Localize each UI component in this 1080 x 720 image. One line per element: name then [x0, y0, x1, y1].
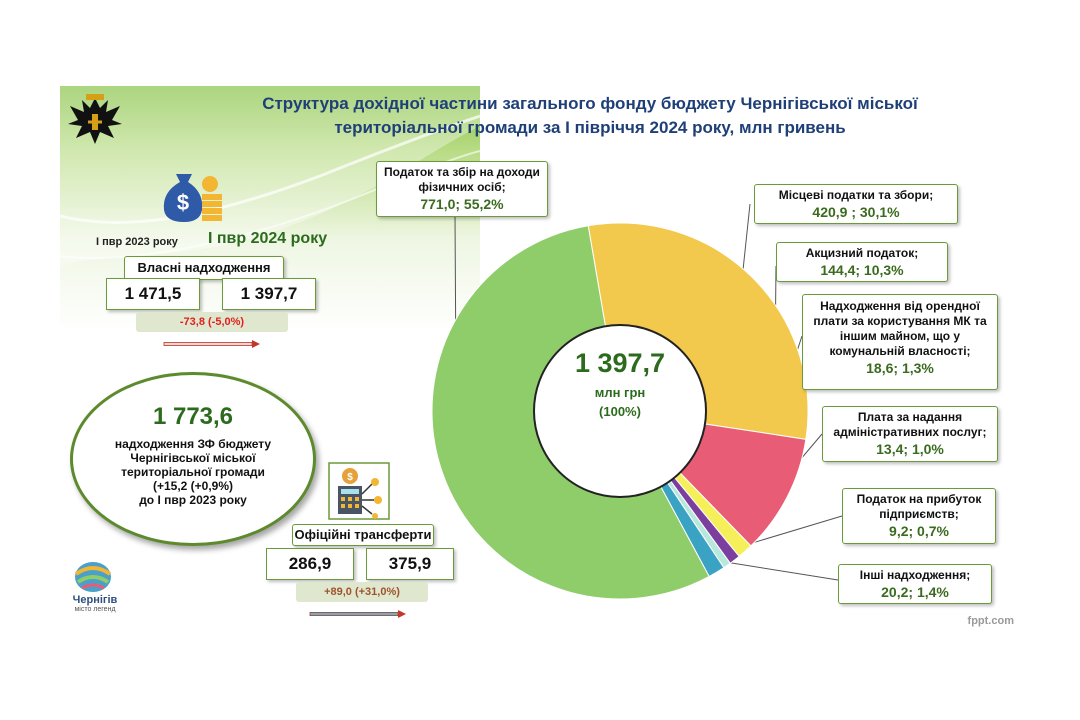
- label-local-taxes-value: 420,9 ; 30,1%: [812, 204, 900, 220]
- center-value: 1 397,7: [574, 348, 666, 378]
- donut-center: 1 397,7 млн грн (100%): [540, 348, 700, 419]
- connector-profit-tax: [718, 515, 843, 554]
- label-pit-value: 771,0; 55,2%: [420, 196, 504, 212]
- total-line-3: територіальної громади: [121, 465, 265, 479]
- transfers-label-text: Офіційні трансферти: [294, 527, 432, 542]
- center-percent: (100%): [599, 404, 641, 419]
- city-logo: Чернігів місто легенд: [62, 560, 128, 626]
- label-admin-fees: Плата за надання адміністративних послуг…: [822, 406, 998, 462]
- transfers-label: Офіційні трансферти: [292, 524, 434, 546]
- total-line-5: до І пвр 2023 року: [139, 493, 247, 507]
- coat-of-arms-icon: [64, 90, 126, 152]
- label-excise-value: 144,4; 10,3%: [820, 262, 904, 278]
- city-logo-icon: [74, 562, 112, 592]
- connector-local-taxes: [740, 203, 751, 288]
- total-line-1: надходження ЗФ бюджету: [114, 437, 272, 451]
- label-other-text: Інші надходження;: [859, 568, 971, 582]
- own-revenue-delta: -73,8 (-5,0%): [136, 312, 288, 332]
- label-rent: Надходження від орендної плати за корист…: [802, 294, 998, 390]
- total-revenue-value: 1 773,6: [152, 403, 234, 430]
- own-revenue-arrow: [163, 340, 260, 348]
- slide: Структура дохідної частини загального фо…: [60, 86, 1020, 631]
- svg-text:$: $: [347, 472, 353, 483]
- period-label-2023: І пвр 2023 року: [96, 236, 178, 248]
- connector-other: [708, 558, 839, 581]
- label-excise: Акцизний податок; 144,4; 10,3%: [776, 242, 948, 282]
- slice-excise: [679, 423, 807, 547]
- own-revenue-label: Власні надходження: [124, 256, 284, 280]
- title-line-2: територіальної громади за І півріччя 202…: [334, 118, 846, 137]
- label-rent-value: 18,6; 1,3%: [866, 360, 934, 376]
- title-line-1: Структура дохідної частини загального фо…: [262, 94, 918, 113]
- city-logo-name: Чернігів: [72, 594, 118, 606]
- label-profit-tax-text: Податок на прибуток підприємств;: [856, 492, 982, 521]
- period-label-2024: І пвр 2024 року: [208, 230, 328, 247]
- total-revenue-ellipse: 1 773,6 надходження ЗФ бюджету Чернігівс…: [70, 372, 316, 546]
- connector-admin-fees: [725, 433, 823, 549]
- label-profit-tax: Податок на прибуток підприємств; 9,2; 0,…: [842, 488, 996, 544]
- own-revenue-label-text: Власні надходження: [137, 260, 271, 275]
- label-other: Інші надходження; 20,2; 1,4%: [838, 564, 992, 604]
- slice-admin-fees: [669, 476, 740, 564]
- chart-title: Структура дохідної частини загального фо…: [210, 92, 970, 140]
- own-revenue-2023: 1 471,5: [106, 278, 200, 310]
- money-bag-icon: $: [158, 164, 228, 226]
- svg-text:$: $: [177, 190, 189, 215]
- label-pit: Податок та збір на доходи фізичних осіб;…: [376, 161, 548, 217]
- connector-rent: [734, 335, 803, 541]
- transfers-arrow: [309, 610, 406, 618]
- slice-rent: [673, 472, 752, 558]
- transfers-2023: 286,9: [266, 548, 354, 580]
- label-admin-fees-value: 13,4; 1,0%: [876, 441, 944, 457]
- own-revenue-2024: 1 397,7: [222, 278, 316, 310]
- label-pit-text: Податок та збір на доходи фізичних осіб;: [384, 165, 540, 194]
- transfers-delta: +89,0 (+31,0%): [296, 582, 428, 602]
- total-line-2: Чернігівської міської: [130, 451, 256, 465]
- own-revenue-2024-value: 1 397,7: [240, 284, 298, 303]
- slice-other: [660, 481, 725, 578]
- label-excise-text: Акцизний податок;: [805, 246, 919, 260]
- total-line-4: (+15,2 (+0,9%): [152, 479, 234, 493]
- label-profit-tax-value: 9,2; 0,7%: [889, 523, 949, 539]
- transfers-2024: 375,9: [366, 548, 454, 580]
- center-unit: млн грн: [594, 385, 646, 400]
- calculator-coins-icon: $: [328, 462, 390, 520]
- connector-excise: [773, 265, 777, 491]
- slice-profit-tax: [666, 479, 731, 569]
- transfers-2023-value: 286,9: [288, 554, 332, 573]
- label-local-taxes: Місцеві податки та збори; 420,9 ; 30,1%: [754, 184, 958, 224]
- footer-mark: fppt.com: [967, 615, 1014, 627]
- transfers-2024-value: 375,9: [388, 554, 432, 573]
- label-other-value: 20,2; 1,4%: [881, 584, 949, 600]
- transfers-delta-text: +89,0 (+31,0%): [324, 586, 400, 598]
- label-admin-fees-text: Плата за надання адміністративних послуг…: [833, 410, 987, 439]
- own-revenue-delta-text: -73,8 (-5,0%): [179, 316, 245, 328]
- label-local-taxes-text: Місцеві податки та збори;: [778, 188, 934, 202]
- city-logo-tagline: місто легенд: [74, 606, 116, 613]
- own-revenue-2023-value: 1 471,5: [124, 284, 182, 303]
- label-rent-text: Надходження від орендної плати за корист…: [813, 299, 987, 358]
